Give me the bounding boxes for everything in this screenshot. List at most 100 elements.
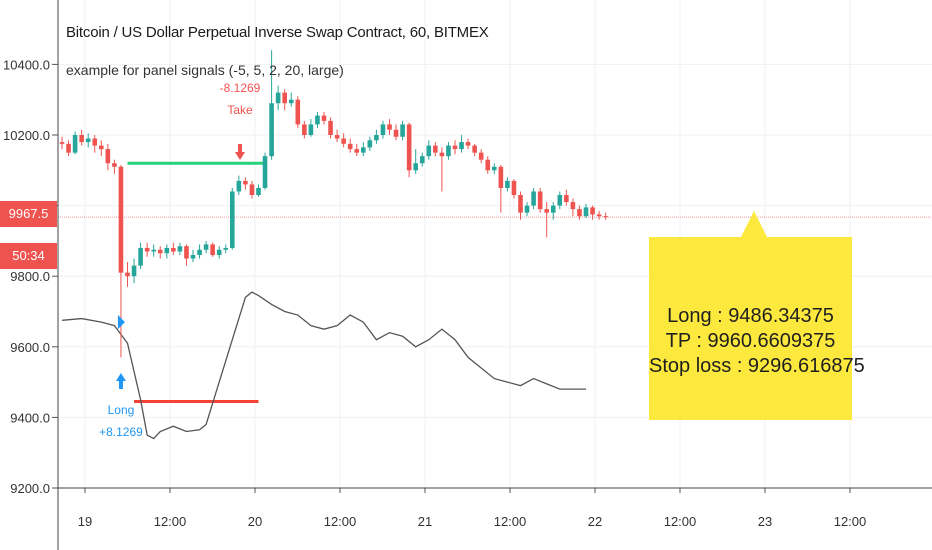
take-arrow-icon <box>235 144 245 160</box>
signals-layer: Long +8.1269 -8.1269 Take <box>99 81 261 439</box>
candle-body <box>236 180 242 192</box>
candle-body <box>72 135 78 153</box>
candle-body <box>157 249 163 254</box>
candle-body <box>492 166 497 171</box>
candle-body <box>550 205 556 213</box>
chart-title: Bitcoin / US Dollar Perpetual Inverse Sw… <box>66 24 489 41</box>
countdown-badge: 50:34 <box>0 243 57 269</box>
x-tick-label: 12:00 <box>664 514 697 529</box>
candle-body <box>105 149 111 164</box>
oscillator-layer <box>61 291 586 440</box>
candle-body <box>249 184 255 196</box>
candle-body <box>596 214 602 217</box>
candle-body <box>85 138 91 143</box>
x-tick-label: 21 <box>418 514 432 529</box>
candle-body <box>452 145 458 150</box>
candle-body <box>210 244 215 256</box>
candle-body <box>308 124 314 135</box>
candle-body <box>361 147 366 153</box>
y-tick-label: 9600.0 <box>10 340 50 355</box>
candle-body <box>505 180 510 188</box>
indicator-label: example for panel signals (-5, 5, 2, 20,… <box>66 62 344 78</box>
candle-body <box>419 156 425 164</box>
signal-callout: Long : 9486.34375 TP : 9960.6609375 Stop… <box>649 237 865 420</box>
candle-body <box>164 247 170 254</box>
candle-body <box>144 247 150 252</box>
candle-body <box>216 249 222 256</box>
x-tick-label: 12:00 <box>154 514 187 529</box>
candle-body <box>223 247 229 250</box>
candle-body <box>125 272 130 277</box>
candle-body <box>282 92 287 104</box>
candle-body <box>177 246 183 252</box>
candle-body <box>347 143 353 150</box>
candle-body <box>302 124 307 135</box>
x-tick-label: 23 <box>758 514 772 529</box>
x-tick-label: 22 <box>588 514 602 529</box>
candle-body <box>393 129 399 137</box>
y-tick-label: 10200.0 <box>3 128 50 143</box>
candle-body <box>557 195 563 206</box>
candle-body <box>151 249 156 252</box>
candle-body <box>465 142 471 146</box>
candle-body <box>118 166 124 273</box>
candle-body <box>66 143 71 153</box>
candle-body <box>537 191 543 210</box>
candle-body <box>230 191 235 248</box>
y-tick-label: 9800.0 <box>10 269 50 284</box>
take-signal-value: -8.1269 <box>220 81 261 95</box>
y-tick-label: 9400.0 <box>10 410 50 425</box>
candle-body <box>295 99 301 125</box>
candle-body <box>79 135 84 143</box>
candle-body <box>564 195 569 203</box>
callout-tp: TP : 9960.6609375 <box>665 330 836 352</box>
candle-body <box>171 247 176 252</box>
candle-body <box>583 207 589 217</box>
candle-body <box>243 180 248 185</box>
callout-pointer <box>741 211 767 237</box>
long-signal-value: +8.1269 <box>99 425 143 439</box>
y-tick-label: 9200.0 <box>10 481 50 496</box>
candle-body <box>446 145 451 157</box>
long-signal-label: Long <box>108 403 135 417</box>
candle-body <box>413 163 418 171</box>
candle-body <box>387 124 392 130</box>
x-tick-label: 12:00 <box>324 514 357 529</box>
candle-body <box>92 138 98 146</box>
x-tick-label: 12:00 <box>834 514 867 529</box>
long-arrow-icon <box>115 373 126 389</box>
candle-body <box>459 142 464 150</box>
candle-body <box>328 120 333 135</box>
candle-body <box>256 187 261 196</box>
candle-body <box>59 142 65 144</box>
candle-body <box>354 149 360 153</box>
candle-body <box>138 247 143 266</box>
candle-body <box>406 124 412 171</box>
candle-body <box>577 209 582 217</box>
candle-body <box>524 205 530 213</box>
candle-body <box>426 145 432 157</box>
candle-body <box>570 202 576 210</box>
candle-body <box>269 103 274 157</box>
candle-body <box>544 209 549 213</box>
candles-layer <box>59 50 608 358</box>
x-tick-label: 20 <box>248 514 262 529</box>
candle-body <box>315 115 320 125</box>
candle-body <box>367 140 373 148</box>
x-axis: 19 12:00 20 12:00 21 12:00 22 12:00 23 12:00 <box>58 487 932 529</box>
candle-body <box>203 244 209 250</box>
candle-body <box>99 145 104 150</box>
candle-body <box>531 191 536 206</box>
candle-body <box>485 159 491 171</box>
candle-body <box>374 135 379 141</box>
x-tick-label: 19 <box>78 514 92 529</box>
candle-body <box>590 207 595 215</box>
candle-body <box>603 216 608 218</box>
x-tick-label: 12:00 <box>494 514 527 529</box>
candle-body <box>262 156 268 188</box>
candle-body <box>321 115 327 121</box>
candle-body <box>380 124 386 135</box>
callout-long: Long : 9486.34375 <box>667 305 834 327</box>
oscillator-line <box>61 291 586 440</box>
